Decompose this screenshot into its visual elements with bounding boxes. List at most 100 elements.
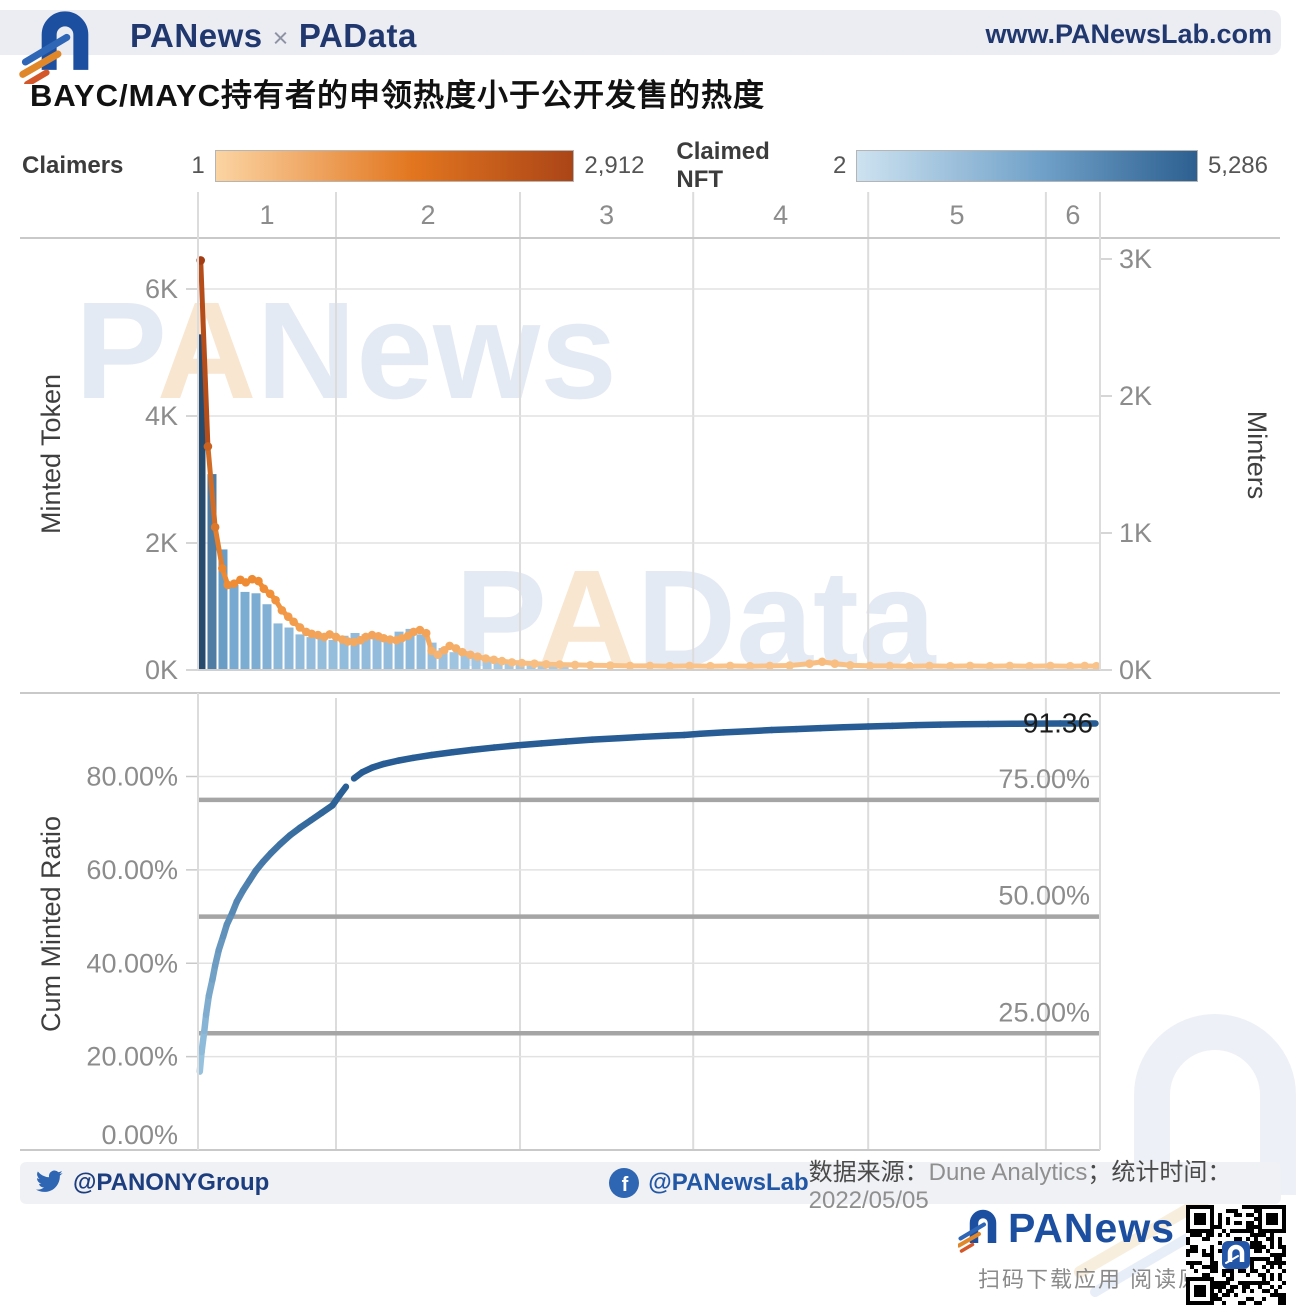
svg-text:0K: 0K — [145, 655, 178, 685]
line-point — [415, 625, 425, 635]
brand-panews: PANews — [130, 17, 263, 54]
line-point — [605, 661, 615, 670]
bar — [427, 642, 437, 670]
svg-text:25.00%: 25.00% — [998, 997, 1090, 1027]
panel-borders — [20, 192, 1280, 1151]
bar — [515, 660, 525, 670]
svg-text:40.00%: 40.00% — [86, 948, 178, 978]
svg-text:2: 2 — [420, 200, 435, 230]
axis-titles: Minted Token Cum Minted Ratio Minters — [36, 374, 1272, 1032]
site-url[interactable]: www.PANewsLab.com — [985, 19, 1272, 49]
bar — [449, 652, 459, 670]
brand-separator: × — [272, 23, 289, 53]
panews-logo-icon — [19, 11, 89, 84]
line-point — [765, 661, 775, 671]
line-point — [555, 660, 565, 669]
watermarks: PANews PAData — [75, 274, 1296, 1297]
line-point — [481, 654, 491, 663]
line-point — [541, 659, 551, 669]
bar — [295, 634, 305, 670]
line-point — [295, 623, 305, 632]
claimed-gradient-bar — [856, 150, 1198, 182]
line-point — [349, 637, 359, 647]
line-point — [343, 637, 353, 646]
line-point — [331, 632, 341, 642]
svg-text:0.00%: 0.00% — [101, 1120, 178, 1150]
line-point — [1092, 661, 1101, 671]
line-point — [259, 584, 269, 594]
twitter-link[interactable]: @PANONYGroup — [34, 1169, 269, 1197]
line-point — [236, 575, 245, 585]
time-label: 统计时间： — [1111, 1158, 1232, 1186]
promo-caption: 扫码下载应用 阅读原文 — [978, 1267, 1227, 1292]
line-point — [665, 661, 675, 671]
svg-text:3K: 3K — [1119, 244, 1152, 274]
cum-end-value: 91.36 — [1023, 707, 1093, 738]
promo-brand: PANews — [1008, 1205, 1176, 1251]
qr-code — [1186, 1205, 1286, 1305]
svg-text:1K: 1K — [1119, 518, 1152, 548]
line-point — [218, 564, 227, 573]
minters-bars — [198, 334, 569, 670]
line-point — [277, 606, 287, 615]
top-chart-axes: 0K 2K 4K 6K 0K 1K 2K 3K — [145, 244, 1152, 685]
line-point — [530, 659, 539, 668]
line-point — [745, 661, 755, 671]
x-band-labels: 1 2 3 4 5 6 — [259, 200, 1080, 230]
line-point — [427, 646, 436, 656]
line-point — [451, 644, 461, 653]
line-point — [385, 635, 395, 644]
line-point — [817, 657, 827, 667]
svg-text:4: 4 — [773, 200, 788, 230]
svg-text:2K: 2K — [145, 528, 178, 558]
legend-claimed-min: 2 — [832, 152, 847, 179]
line-point — [905, 661, 914, 671]
line-point — [203, 442, 213, 451]
line-point — [645, 661, 655, 671]
line-point — [517, 658, 527, 668]
bar — [306, 637, 316, 670]
line-point — [985, 661, 995, 671]
line-point — [865, 661, 875, 671]
svg-text:Minters: Minters — [1242, 411, 1272, 500]
line-point — [338, 635, 347, 644]
legend-claimers-max: 2,912 — [584, 152, 645, 179]
line-point — [223, 580, 233, 590]
bar — [328, 639, 338, 670]
line-point — [301, 627, 311, 637]
legend-claimed-label: Claimed NFT — [676, 138, 770, 193]
source-label: 数据来源： — [808, 1158, 929, 1186]
line-point — [1046, 661, 1055, 671]
svg-text:f: f — [622, 1174, 629, 1196]
line-point — [497, 656, 507, 666]
line-point — [325, 630, 334, 639]
line-point — [367, 630, 377, 640]
bar — [471, 656, 481, 670]
line-point — [489, 655, 499, 665]
line-point — [247, 574, 257, 584]
line-point — [210, 522, 220, 532]
bar — [198, 334, 206, 670]
svg-text:1: 1 — [259, 200, 274, 230]
bar — [559, 663, 569, 670]
line-point — [439, 646, 449, 655]
facebook-link[interactable]: f @PANewsLab — [609, 1168, 809, 1198]
line-point — [241, 578, 251, 587]
data-source-line: 数据来源：Dune Analytics；统计时间： 2022/05/05 — [809, 1152, 1267, 1215]
svg-text:20.00%: 20.00% — [86, 1042, 178, 1072]
line-point — [1065, 661, 1075, 671]
bar — [438, 648, 448, 670]
svg-text:4K: 4K — [145, 401, 178, 431]
bar — [339, 635, 349, 670]
line-point — [725, 661, 735, 671]
svg-text:Cum Minted Ratio: Cum Minted Ratio — [36, 816, 66, 1032]
header-brand: PANews × PAData — [130, 17, 417, 55]
line-point — [805, 659, 814, 668]
bar — [405, 628, 415, 670]
line-point — [1080, 661, 1089, 671]
line-point — [433, 650, 443, 660]
bar — [493, 659, 503, 670]
bar — [273, 623, 283, 670]
bar — [416, 634, 426, 670]
